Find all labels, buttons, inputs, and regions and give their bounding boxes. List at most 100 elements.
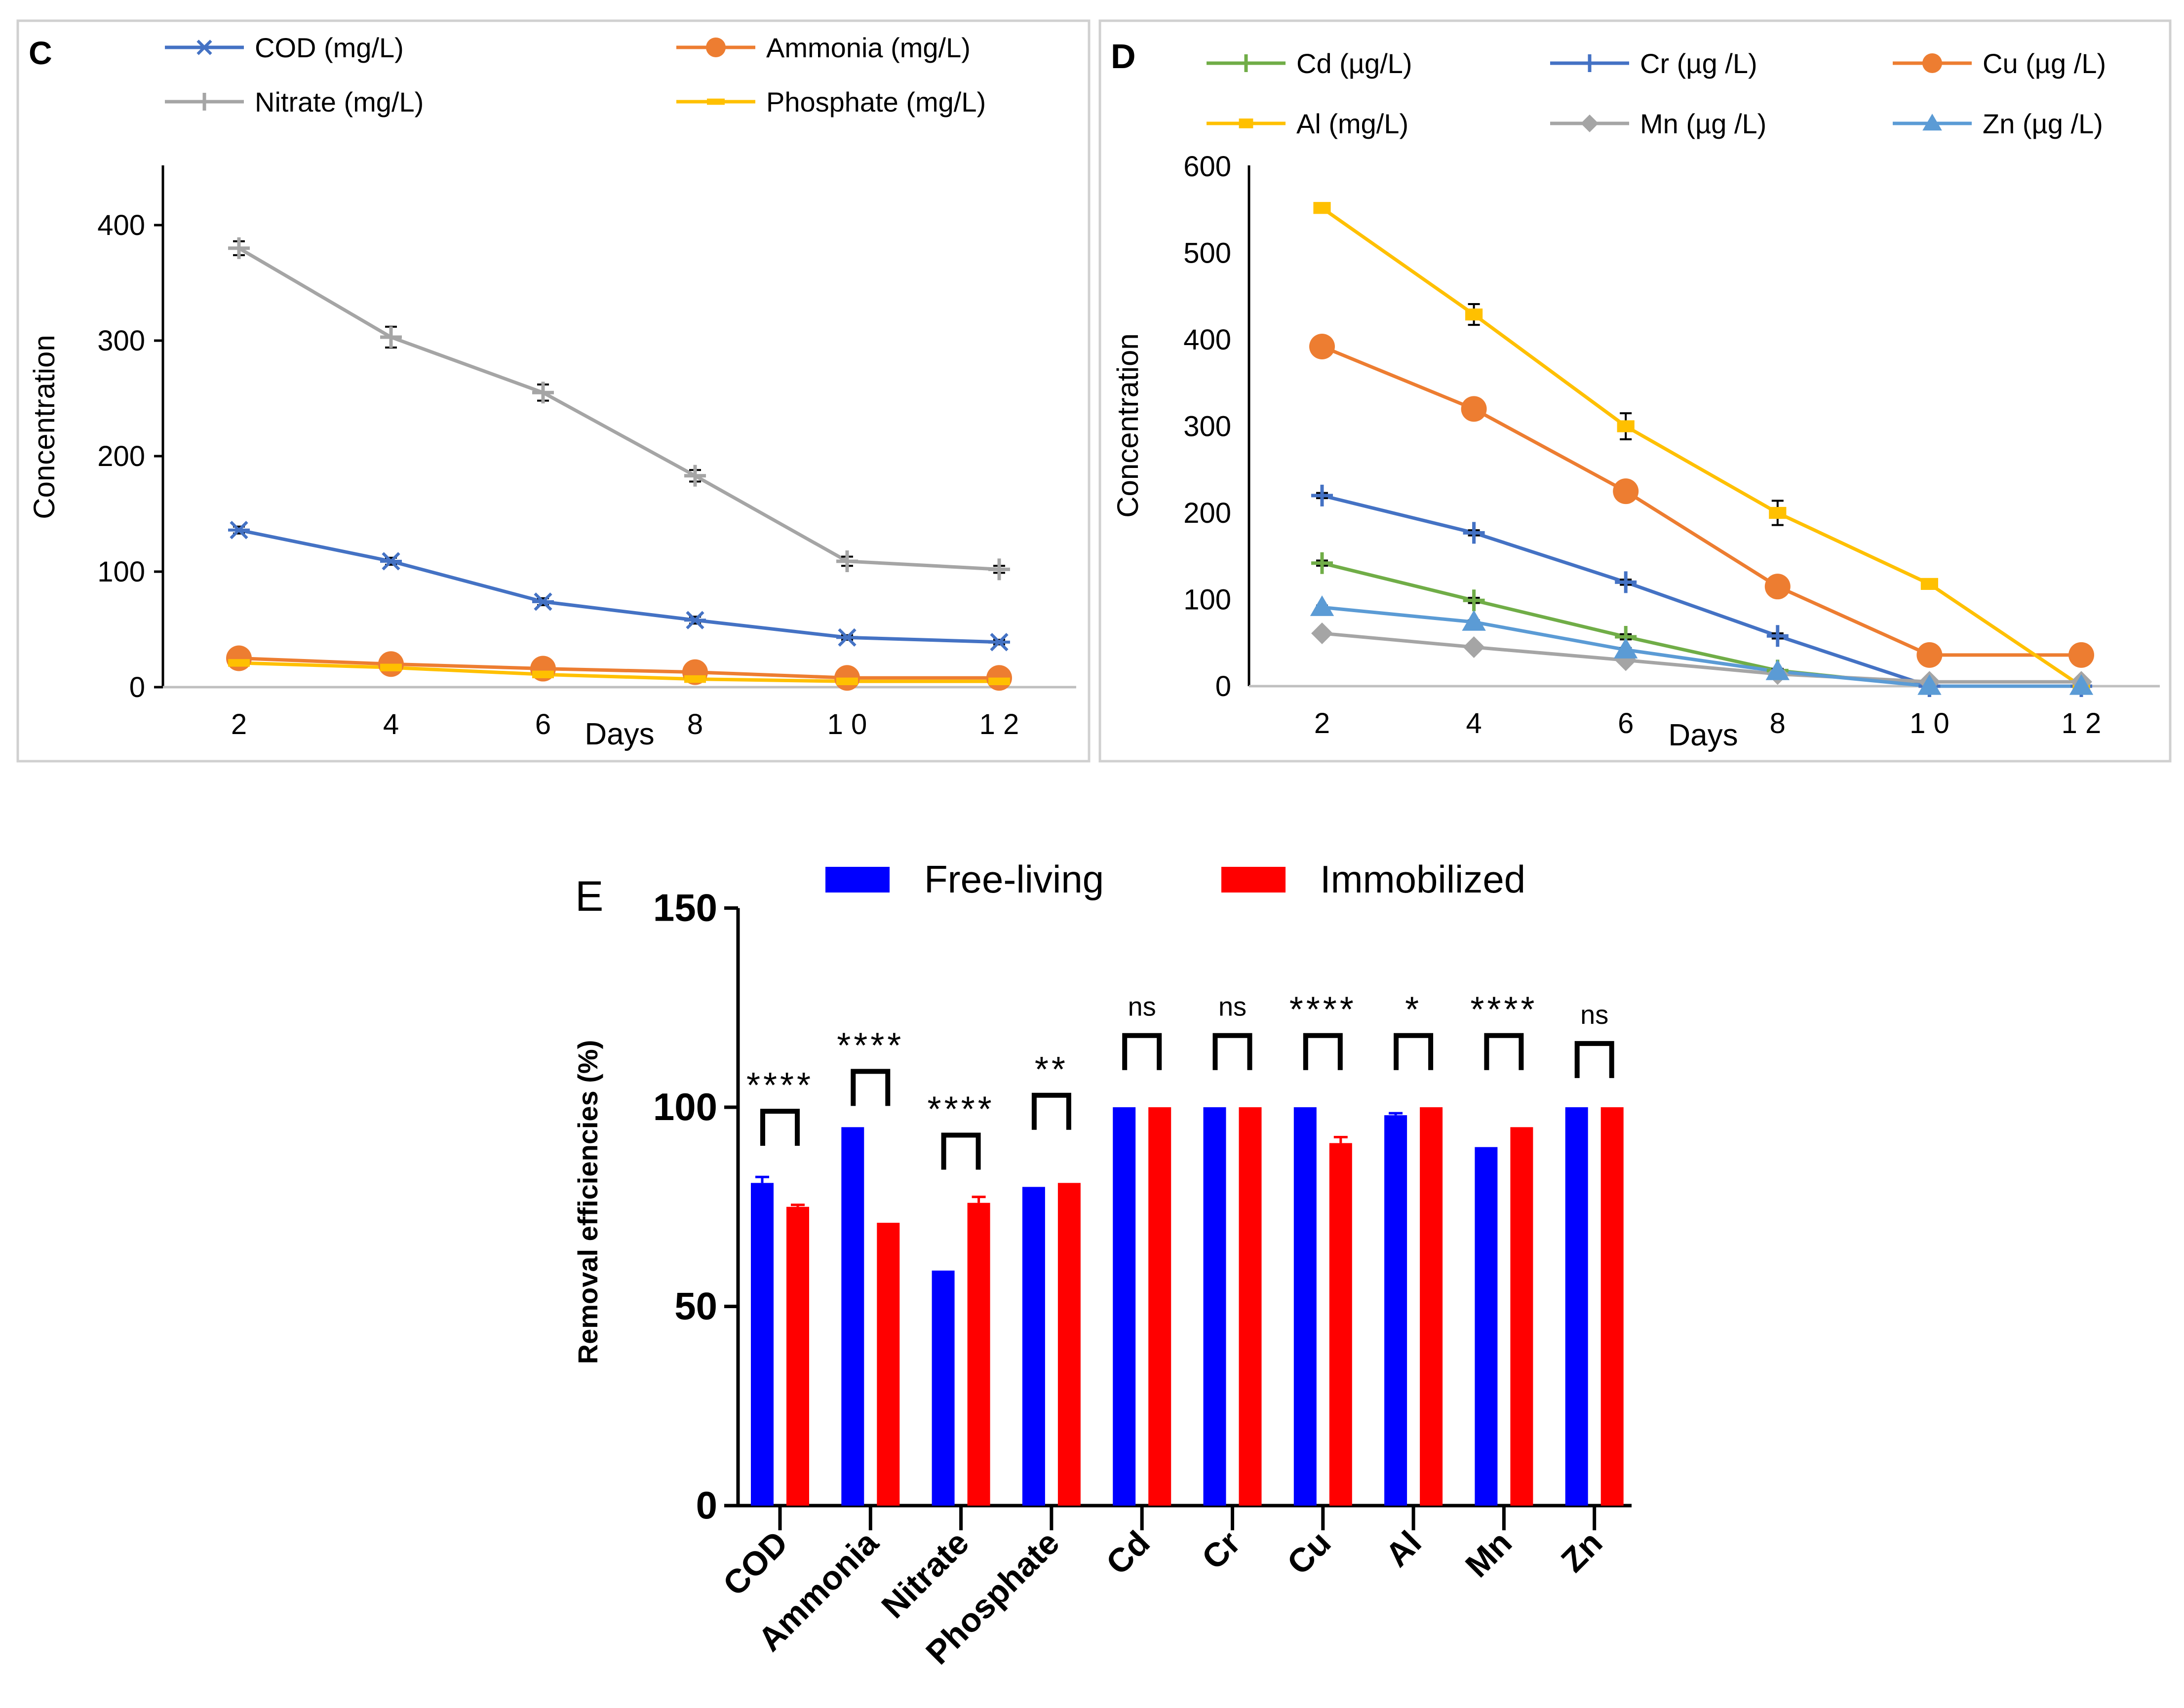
data-point	[1766, 625, 1789, 647]
bar-free-living	[1203, 1107, 1226, 1506]
significance-bracket	[1303, 1033, 1343, 1070]
data-point	[1615, 571, 1637, 593]
data-point	[1465, 309, 1483, 321]
legend-label: Nitrate (mg/L)	[255, 86, 424, 117]
bar-immobilized	[1420, 1107, 1443, 1506]
bar-immobilized	[1329, 1143, 1352, 1506]
y-tick-label: 0	[1215, 670, 1231, 702]
panel-e-bars	[751, 1107, 1624, 1506]
legend-swatch	[1221, 867, 1286, 893]
data-point	[532, 382, 554, 404]
y-tick-label: 100	[97, 556, 145, 588]
data-point	[988, 558, 1010, 581]
legend-marker	[707, 98, 725, 105]
data-point	[532, 592, 554, 611]
panel-c-border	[16, 19, 1091, 763]
significance-bracket	[1394, 1033, 1434, 1070]
legend-swatch	[825, 867, 890, 893]
bar-immobilized	[967, 1203, 990, 1506]
x-tick-label: 1 2	[2062, 707, 2102, 739]
data-point	[2069, 674, 2094, 695]
data-point	[988, 633, 1010, 652]
panel-d-ylabel: Concentration	[1111, 333, 1144, 518]
x-tick-label: 4	[1466, 707, 1482, 739]
legend-label: Free-living	[924, 857, 1104, 901]
panel-e-significance: **************ns ns **** * **** ns	[746, 990, 1614, 1170]
data-point	[1463, 636, 1485, 659]
legend-marker	[195, 93, 213, 111]
data-point	[1313, 202, 1331, 214]
data-point	[1309, 334, 1335, 360]
x-tick-label: 6	[1618, 707, 1634, 739]
significance-label: ****	[837, 1026, 904, 1065]
x-tick-label: 2	[1314, 707, 1330, 739]
data-point	[1310, 595, 1334, 616]
bar-immobilized	[1057, 1183, 1081, 1506]
bar-free-living	[751, 1183, 774, 1506]
data-point	[836, 677, 858, 685]
panel-e-legend: Free-living Immobilized	[825, 857, 1525, 901]
x-tick-label: 6	[535, 708, 551, 740]
legend-marker	[706, 38, 726, 57]
series-line	[238, 528, 1000, 644]
panel-c-label: C	[29, 35, 52, 71]
data-point	[1463, 589, 1485, 612]
significance-bracket	[760, 1109, 800, 1146]
data-point	[684, 675, 706, 683]
series-line	[238, 657, 999, 680]
data-point	[836, 628, 858, 647]
x-tick-label: 1 0	[827, 708, 867, 740]
panel-c-legend: COD (mg/L) Ammonia (mg/L) Nitrate (mg/L) Ph…	[165, 32, 986, 117]
data-point	[1463, 522, 1485, 544]
data-point	[1613, 478, 1639, 505]
panel-d-xlabel: Days	[1668, 718, 1738, 752]
panel-d-border	[1098, 19, 2172, 763]
significance-label: ****	[1289, 990, 1357, 1030]
panel-d-series	[1309, 202, 2094, 697]
bar-free-living	[1022, 1187, 1045, 1506]
bar-immobilized	[877, 1223, 900, 1506]
y-tick-label: 300	[97, 325, 145, 357]
significance-label: ****	[746, 1066, 814, 1105]
significance-bracket	[851, 1069, 891, 1106]
data-point	[1764, 574, 1791, 600]
legend-marker	[1239, 118, 1253, 128]
significance-bracket	[1212, 1033, 1252, 1070]
x-tick-label: 1 0	[1910, 707, 1950, 739]
data-point	[226, 645, 252, 671]
legend-label: Phosphate (mg/L)	[766, 86, 986, 117]
y-tick-label: 100	[653, 1085, 717, 1128]
y-tick-label: 100	[1183, 584, 1231, 616]
bar-free-living	[1384, 1115, 1407, 1506]
bar-free-living	[1565, 1107, 1588, 1506]
y-tick-label: 600	[1183, 151, 1231, 183]
legend-label: Cd (µg/L)	[1296, 48, 1412, 79]
bar-free-living	[932, 1270, 955, 1506]
legend-label: Ammonia (mg/L)	[766, 32, 971, 63]
legend-marker	[1237, 54, 1255, 72]
legend-label: Mn (µg /L)	[1640, 108, 1766, 139]
data-point	[1917, 674, 1942, 695]
significance-label: ns	[1218, 992, 1247, 1022]
bar-immobilized	[786, 1206, 809, 1506]
data-point	[1311, 484, 1333, 506]
panel-c-xlabel: Days	[585, 717, 654, 751]
legend-marker	[1922, 114, 1942, 131]
significance-label: ****	[928, 1089, 995, 1129]
data-point	[228, 659, 250, 667]
legend-marker	[1581, 54, 1599, 72]
legend-label: Zn (µg /L)	[1983, 108, 2103, 139]
error-bar	[972, 1196, 986, 1203]
series-line	[238, 246, 1000, 571]
x-tick-label: 2	[231, 708, 247, 740]
data-point	[1769, 506, 1787, 519]
y-tick-label: 400	[1183, 324, 1231, 356]
legend-marker	[1581, 115, 1599, 132]
series-line	[1322, 605, 2081, 688]
panel-c-series	[226, 237, 1012, 691]
significance-label: *	[1405, 990, 1422, 1030]
data-point	[380, 663, 402, 671]
